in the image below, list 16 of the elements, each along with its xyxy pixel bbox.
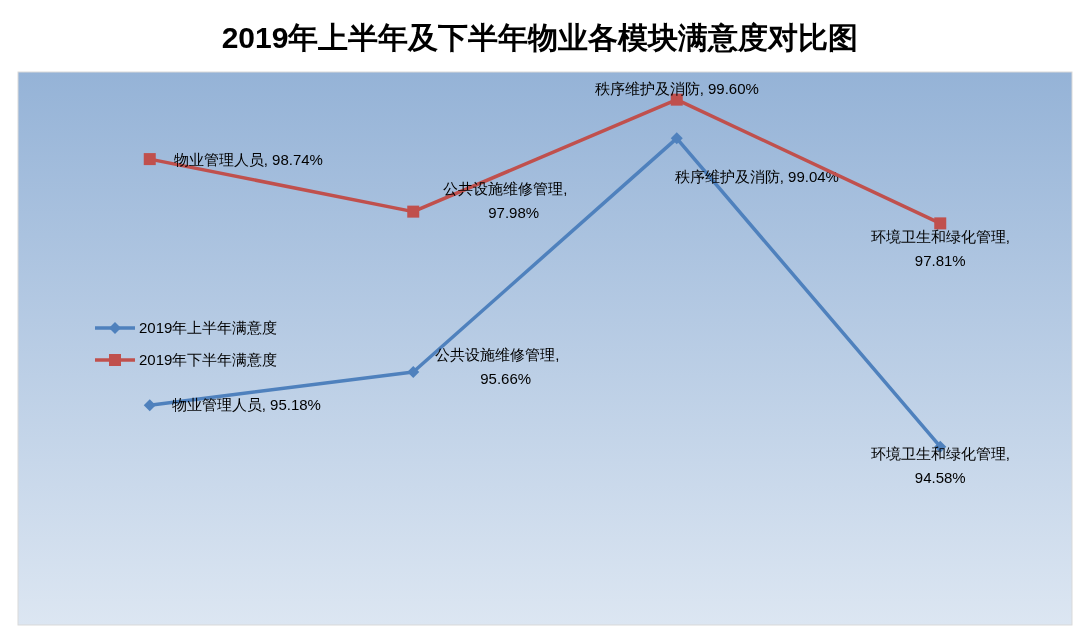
data-label: 物业管理人员, 98.74%	[173, 151, 323, 169]
data-label: 物业管理人员, 95.18%	[171, 396, 321, 414]
point	[143, 399, 156, 412]
point	[670, 132, 683, 145]
data-label: 公共设施维修管理, 95.66%	[435, 346, 560, 387]
data-label: 环境卫生和绿化管理, 94.58%	[870, 444, 1010, 486]
point	[143, 153, 156, 166]
legend-label: 2019年上半年满意度	[139, 319, 278, 336]
chart-title: 2019年上半年及下半年物业各模块满意度对比图	[221, 21, 859, 54]
point	[934, 217, 947, 230]
legend-label: 2019年下半年满意度	[139, 351, 278, 368]
data-label: 秩序维护及消防, 99.04%	[674, 168, 839, 186]
data-label: 环境卫生和绿化管理, 97.81%	[870, 228, 1010, 270]
point	[407, 366, 420, 378]
point	[407, 205, 420, 218]
data-label: 秩序维护及消防, 99.60%	[594, 79, 759, 97]
